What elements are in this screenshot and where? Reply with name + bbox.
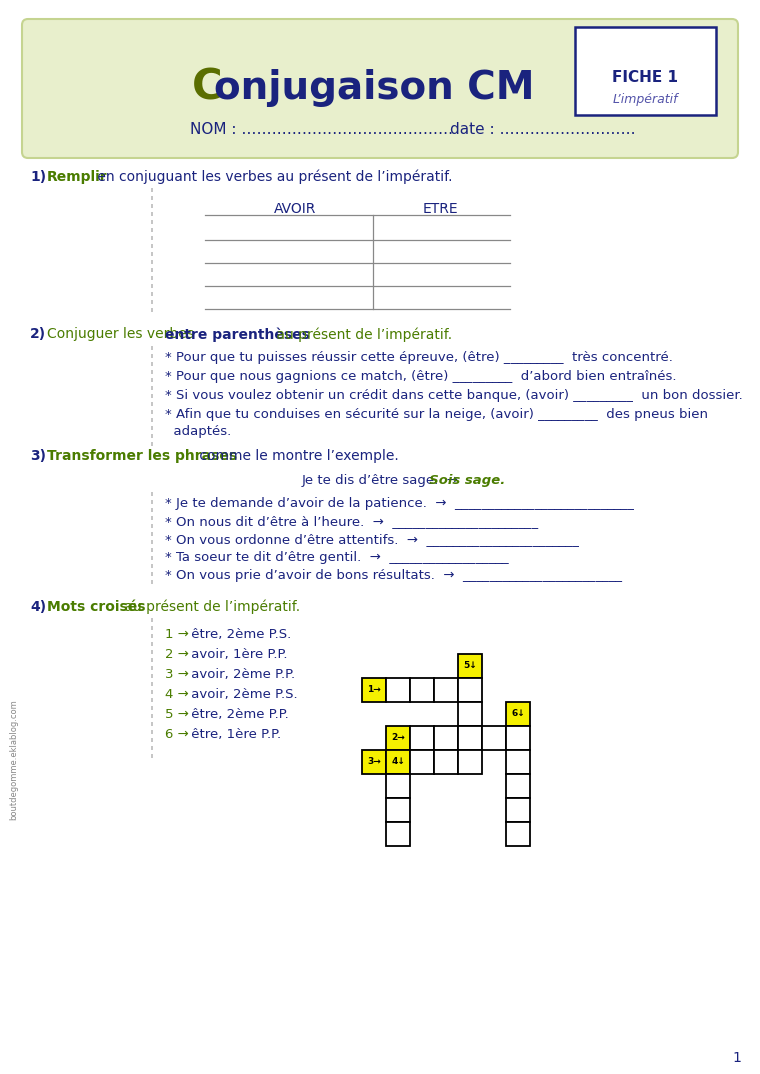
Text: 5↓: 5↓ (463, 662, 477, 670)
Bar (458, 702, 482, 726)
Bar (386, 750, 410, 774)
Text: 2): 2) (30, 326, 46, 342)
Text: * On nous dit d’être à l’heure.  →  ______________________: * On nous dit d’être à l’heure. → ______… (165, 516, 538, 528)
Text: Conjuguer les verbes: Conjuguer les verbes (47, 326, 198, 342)
Text: 2 →: 2 → (165, 648, 189, 661)
Text: être, 2ème P.P.: être, 2ème P.P. (187, 708, 289, 721)
Text: L’impératif: L’impératif (613, 93, 678, 106)
Bar (506, 702, 530, 726)
Bar (434, 726, 458, 750)
Bar (410, 678, 434, 702)
Text: en conjuguant les verbes au présent de l’impératif.: en conjuguant les verbes au présent de l… (93, 170, 452, 185)
Text: être, 1ère P.P.: être, 1ère P.P. (187, 728, 281, 741)
Bar (386, 798, 410, 822)
Bar (362, 750, 386, 774)
Text: 5 →: 5 → (165, 708, 189, 721)
Text: au présent de l’impératif.: au présent de l’impératif. (120, 600, 300, 614)
Text: adaptés.: adaptés. (165, 425, 231, 438)
Text: comme le montre l’exemple.: comme le montre l’exemple. (195, 449, 399, 463)
Bar (434, 750, 458, 774)
Bar (506, 774, 530, 798)
FancyBboxPatch shape (22, 19, 738, 158)
Text: ETRE: ETRE (423, 202, 458, 216)
Bar (482, 726, 506, 750)
Text: Transformer les phrases: Transformer les phrases (47, 449, 237, 463)
Text: Sois sage.: Sois sage. (420, 474, 505, 487)
Bar (506, 750, 530, 774)
Text: * Afin que tu conduises en sécurité sur la neige, (avoir) _________  des pneus b: * Afin que tu conduises en sécurité sur … (165, 408, 708, 421)
Text: 3): 3) (30, 449, 46, 463)
Text: Je te dis d’être sage.  →: Je te dis d’être sage. → (302, 474, 458, 487)
Text: FICHE 1: FICHE 1 (612, 71, 678, 86)
Text: être, 2ème P.S.: être, 2ème P.S. (187, 628, 291, 641)
Bar (362, 678, 386, 702)
Text: * On vous prie d’avoir de bons résultats.  →  ________________________: * On vous prie d’avoir de bons résultats… (165, 569, 622, 582)
Bar (458, 654, 482, 678)
Bar (506, 798, 530, 822)
Bar (410, 750, 434, 774)
Text: 4↓: 4↓ (391, 757, 405, 767)
Bar (458, 726, 482, 750)
Text: 1→: 1→ (367, 685, 381, 695)
Text: avoir, 1ère P.P.: avoir, 1ère P.P. (187, 648, 287, 661)
Bar (386, 774, 410, 798)
Bar (506, 822, 530, 846)
Text: AVOIR: AVOIR (274, 202, 316, 216)
Text: * Pour que tu puisses réussir cette épreuve, (être) _________  très concentré.: * Pour que tu puisses réussir cette épre… (165, 351, 673, 364)
Text: boutdegomme.eklablog.com: boutdegomme.eklablog.com (9, 699, 18, 821)
Text: onjugaison CM: onjugaison CM (214, 69, 534, 107)
Bar (458, 750, 482, 774)
Text: * Ta soeur te dit d’être gentil.  →  __________________: * Ta soeur te dit d’être gentil. → _____… (165, 551, 508, 564)
Text: 1: 1 (733, 1051, 742, 1065)
Text: 6↓: 6↓ (511, 710, 525, 719)
Bar (506, 726, 530, 750)
Text: 4): 4) (30, 600, 46, 614)
Text: Remplir: Remplir (47, 170, 108, 184)
Text: 3 →: 3 → (165, 668, 189, 681)
Text: * On vous ordonne d’être attentifs.  →  _______________________: * On vous ordonne d’être attentifs. → __… (165, 533, 579, 546)
Text: 3→: 3→ (367, 757, 381, 767)
Text: 4 →: 4 → (165, 688, 188, 701)
Text: * Pour que nous gagnions ce match, (être) _________  d’abord bien entraînés.: * Pour que nous gagnions ce match, (être… (165, 371, 676, 383)
Bar (386, 726, 410, 750)
Bar (386, 678, 410, 702)
Text: 6 →: 6 → (165, 728, 188, 741)
Text: au présent de l’impératif.: au présent de l’impératif. (272, 326, 452, 342)
Text: date : ………………………: date : ……………………… (450, 122, 635, 137)
Text: * Je te demande d’avoir de la patience.  →  ___________________________: * Je te demande d’avoir de la patience. … (165, 497, 634, 510)
Text: NOM : ……………………………………: NOM : …………………………………… (190, 122, 453, 137)
Bar (386, 822, 410, 846)
Bar (434, 678, 458, 702)
Text: Mots croisés: Mots croisés (47, 600, 145, 614)
Bar (410, 726, 434, 750)
Text: avoir, 2ème P.S.: avoir, 2ème P.S. (187, 688, 298, 701)
Text: * Si vous voulez obtenir un crédit dans cette banque, (avoir) _________  un bon : * Si vous voulez obtenir un crédit dans … (165, 389, 743, 402)
FancyBboxPatch shape (575, 27, 716, 115)
Text: entre parenthèses: entre parenthèses (165, 326, 310, 342)
Text: 1 →: 1 → (165, 628, 189, 641)
Bar (458, 678, 482, 702)
Text: 1): 1) (30, 170, 46, 184)
Text: C: C (192, 67, 223, 108)
Text: 2→: 2→ (391, 734, 405, 742)
Text: avoir, 2ème P.P.: avoir, 2ème P.P. (187, 668, 295, 681)
